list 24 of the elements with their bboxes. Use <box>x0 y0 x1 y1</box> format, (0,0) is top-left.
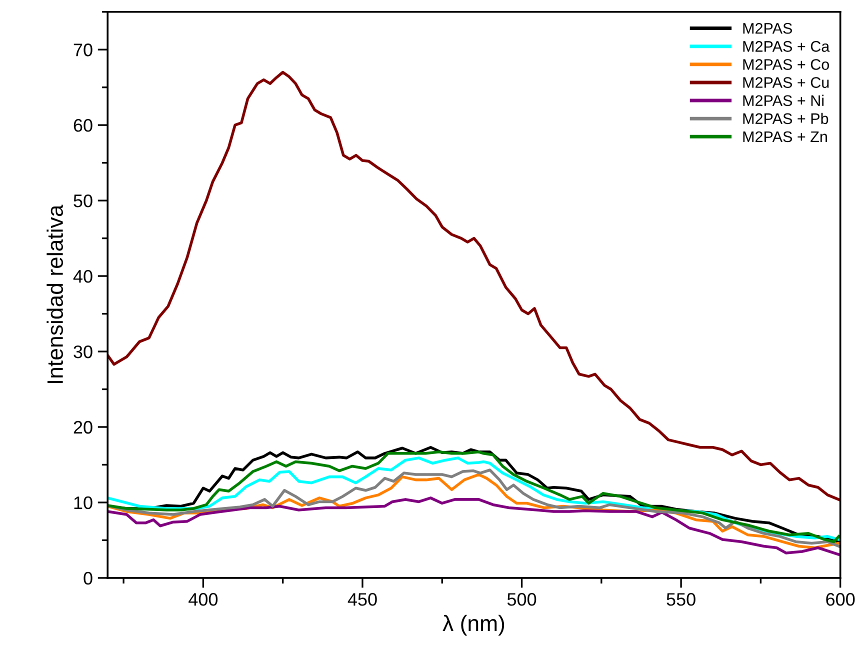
legend-label: M2PAS + Ca <box>743 41 830 52</box>
legend-label: M2PAS + Pb <box>743 112 828 124</box>
y-tick-label: 40 <box>73 270 92 283</box>
x-tick-label: 500 <box>507 593 536 606</box>
x-tick-label: 550 <box>666 593 696 606</box>
x-tick-label: 400 <box>188 593 218 606</box>
y-tick-label: 20 <box>74 420 92 434</box>
y-tick-label: 70 <box>74 44 92 56</box>
legend-label: M2PAS + Ni <box>743 94 824 106</box>
y-tick-label: 10 <box>74 496 92 510</box>
legend-label: M2PAS <box>743 22 792 34</box>
legend-label: M2PAS + Zn <box>743 131 827 142</box>
legend-label: M2PAS + Cu <box>743 77 829 88</box>
y-axis-title: Intensidad relativa <box>46 204 64 384</box>
legend-label: M2PAS + Co <box>743 59 829 70</box>
y-tick-label: 0 <box>84 572 92 585</box>
x-tick-label: 600 <box>826 593 855 606</box>
y-tick-label: 50 <box>74 194 92 208</box>
y-tick-label: 30 <box>74 345 92 358</box>
y-tick-label: 60 <box>74 119 92 132</box>
line-series <box>108 70 840 502</box>
x-tick-label: 450 <box>348 593 377 606</box>
x-axis-title: λ (nm) <box>442 614 504 636</box>
line-series <box>108 496 840 556</box>
